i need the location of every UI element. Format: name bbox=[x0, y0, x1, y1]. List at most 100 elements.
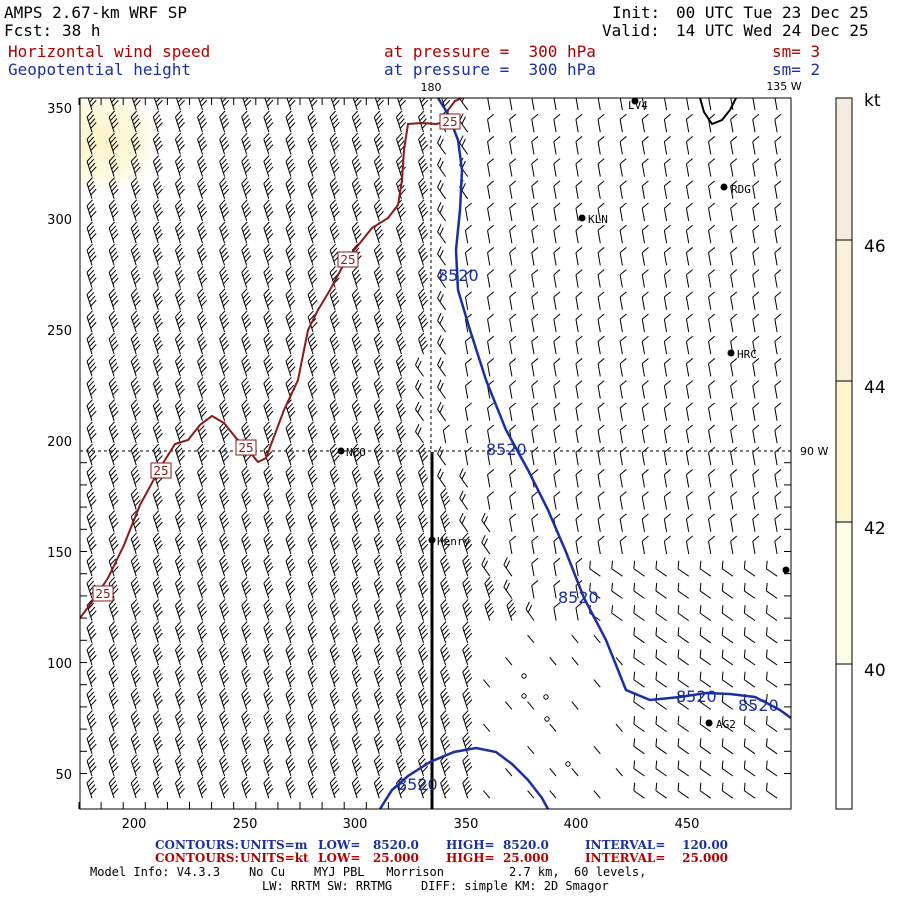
wind-barb bbox=[263, 266, 274, 288]
wind-barb bbox=[487, 202, 495, 222]
wind-barb bbox=[152, 754, 163, 777]
wind-barb bbox=[464, 224, 472, 244]
wind-barb bbox=[440, 754, 451, 777]
wind-barb bbox=[86, 399, 97, 421]
station-label: HRC bbox=[737, 348, 757, 361]
wind-barb bbox=[575, 402, 583, 421]
wind-barb bbox=[86, 754, 97, 777]
wind-barb bbox=[174, 310, 185, 333]
wind-barb bbox=[373, 710, 384, 732]
wind-barb bbox=[708, 380, 716, 399]
wind-barb bbox=[373, 621, 384, 643]
wind-barb bbox=[462, 776, 473, 799]
wind-barb bbox=[531, 224, 539, 244]
wind-barb bbox=[86, 687, 97, 710]
wind-barb bbox=[708, 469, 716, 488]
wind-barb bbox=[418, 266, 429, 288]
wind-barb bbox=[130, 776, 141, 799]
init-time: 00 UTC Tue 23 Dec 25 bbox=[676, 3, 869, 22]
wind-barb bbox=[699, 560, 712, 577]
wind-barb bbox=[774, 98, 778, 111]
wind-barb bbox=[752, 224, 760, 244]
wind-barb bbox=[241, 98, 252, 111]
wind-barb bbox=[86, 98, 97, 111]
wind-barb bbox=[219, 155, 230, 177]
wind-barb bbox=[130, 199, 141, 222]
wind-barb bbox=[219, 377, 230, 399]
station-dot bbox=[428, 536, 436, 544]
wind-barb bbox=[527, 701, 535, 710]
wind-barb bbox=[597, 269, 605, 288]
wind-barb bbox=[743, 671, 756, 688]
wind-barb bbox=[774, 535, 782, 555]
forecast-hours: 38 h bbox=[62, 21, 101, 40]
wind-barb bbox=[351, 510, 362, 532]
wind-barb bbox=[174, 132, 185, 155]
wind-barb bbox=[86, 665, 97, 688]
wind-barb bbox=[641, 269, 649, 288]
wind-barb bbox=[685, 247, 693, 266]
wind-barb bbox=[219, 221, 230, 244]
wind-barb bbox=[174, 177, 185, 199]
wind-barb bbox=[464, 402, 472, 421]
wind-barb bbox=[418, 599, 429, 621]
wind-barb bbox=[619, 513, 627, 532]
wind-barb bbox=[685, 335, 693, 355]
wind-barb bbox=[611, 582, 623, 599]
wind-barb bbox=[108, 399, 119, 421]
wind-barb bbox=[418, 687, 429, 710]
height-contour-main bbox=[436, 98, 791, 720]
wind-barb bbox=[307, 98, 318, 111]
footer-contours-units: UNITS=kt bbox=[240, 851, 309, 865]
wind-barb bbox=[418, 510, 429, 532]
wind-barb bbox=[108, 532, 119, 555]
wind-barb bbox=[743, 760, 756, 777]
wind-barb bbox=[721, 716, 734, 733]
wind-barb bbox=[575, 557, 583, 577]
wind-barb bbox=[351, 221, 362, 244]
wind-barb bbox=[329, 288, 340, 310]
wind-barb bbox=[685, 380, 693, 399]
wind-barb bbox=[86, 510, 97, 532]
footer-contours-label: CONTOURS: bbox=[155, 851, 239, 865]
station-label: Henry bbox=[437, 535, 470, 548]
wind-barb bbox=[152, 443, 163, 466]
wind-barb bbox=[619, 269, 627, 288]
wind-barb bbox=[677, 605, 689, 622]
wind-barb bbox=[86, 621, 97, 643]
wind-barb bbox=[597, 180, 605, 199]
wind-barb bbox=[641, 358, 649, 377]
wind-barb bbox=[708, 446, 716, 466]
wind-barb bbox=[263, 177, 274, 199]
wind-barb bbox=[174, 288, 185, 310]
wind-barb bbox=[130, 421, 141, 444]
wind-barb bbox=[263, 310, 274, 333]
wind-barb bbox=[730, 358, 738, 377]
wind-barb bbox=[774, 180, 782, 199]
wind-barb bbox=[219, 465, 230, 488]
wind-barb bbox=[329, 354, 340, 377]
wind-barb bbox=[152, 155, 163, 177]
wind-barb bbox=[219, 732, 230, 754]
station-label: AG2 bbox=[716, 718, 736, 731]
wind-barb bbox=[373, 155, 384, 177]
wind-barb bbox=[86, 266, 97, 288]
wind-barb bbox=[752, 380, 760, 399]
wind-barb bbox=[685, 202, 693, 222]
field1-name: Horizontal wind speed bbox=[8, 42, 211, 61]
wind-barb bbox=[619, 402, 627, 421]
wind-barb bbox=[619, 491, 627, 510]
wind-barb bbox=[721, 693, 734, 710]
wind-barb bbox=[263, 288, 274, 310]
wind-barb bbox=[329, 155, 340, 177]
wind-barb bbox=[418, 643, 429, 666]
wind-barb bbox=[174, 776, 185, 799]
colorbar-segment bbox=[836, 381, 852, 522]
wind-barb bbox=[241, 354, 252, 377]
wind-barb bbox=[418, 132, 429, 155]
wind-barb bbox=[351, 177, 362, 199]
wind-barb bbox=[174, 643, 185, 666]
wind-barb bbox=[699, 716, 712, 733]
wind-barb bbox=[351, 599, 362, 621]
wind-barb bbox=[219, 132, 230, 155]
